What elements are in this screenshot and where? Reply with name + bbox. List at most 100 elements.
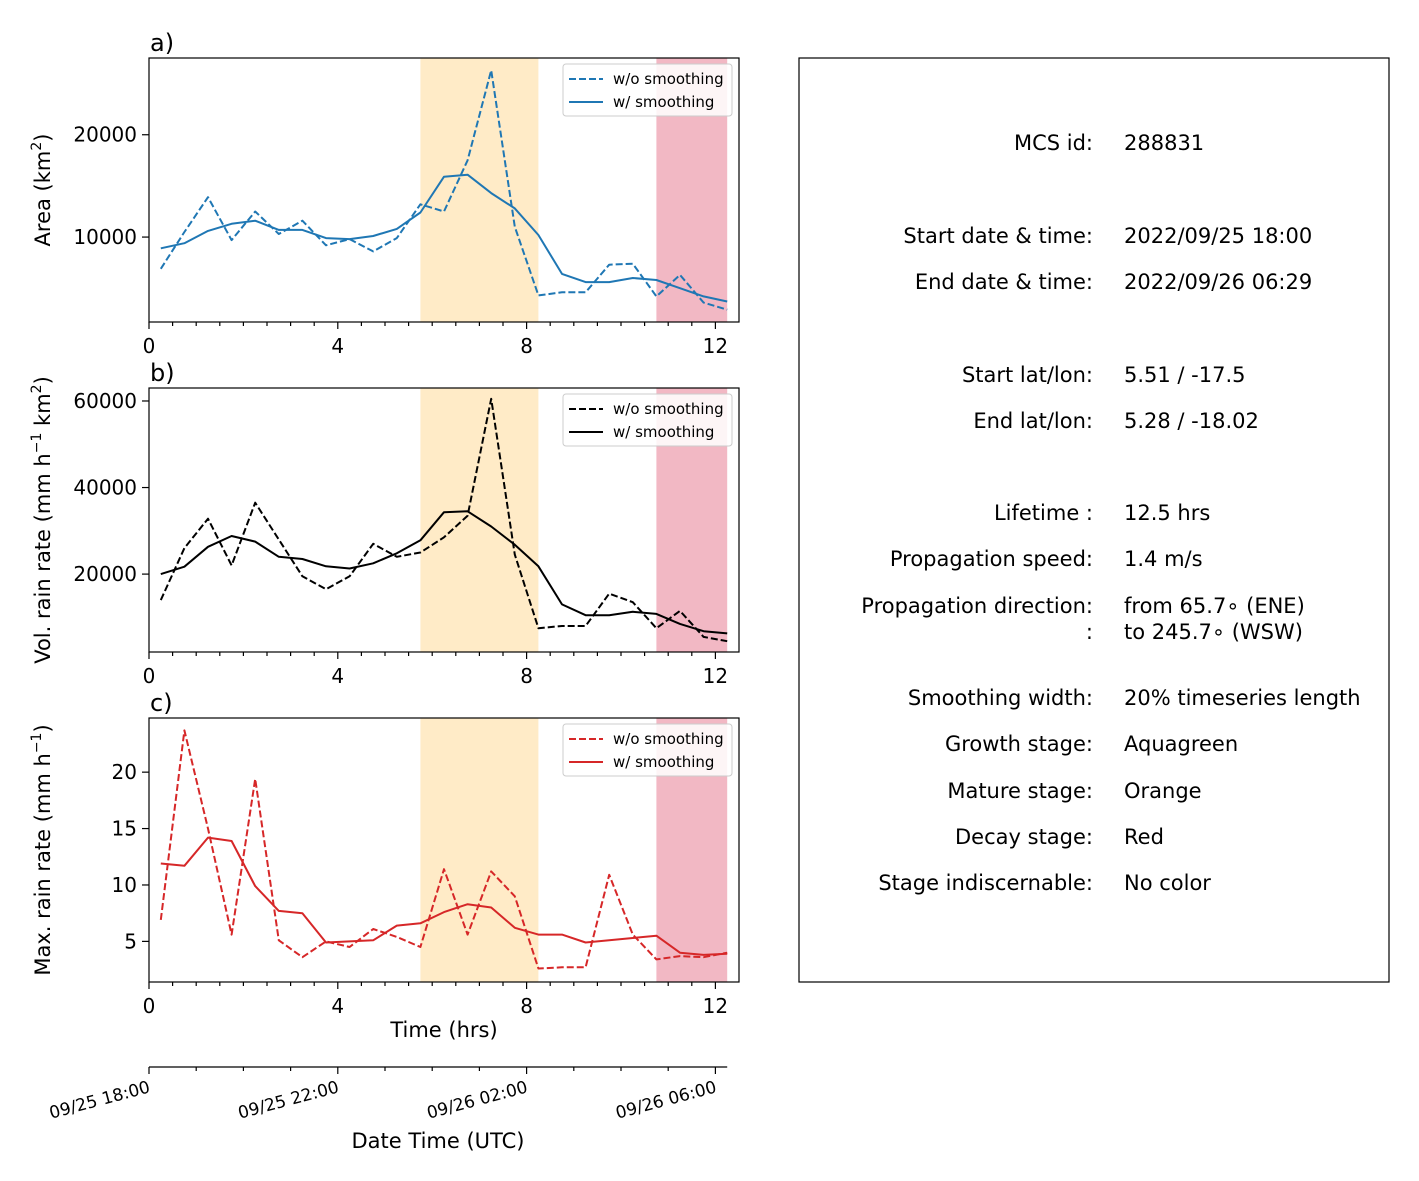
legend-box [562,393,733,447]
legend-entry: w/o smoothing [613,400,724,418]
legend-entry: w/ smoothing [613,753,714,771]
y-tick-label: 20000 [73,562,137,586]
info-label: Mature stage: [947,779,1093,803]
y-axis-label-text: Vol. rain rate (mm h [31,453,55,664]
series-line-raw [159,69,728,311]
plot-frame [148,387,740,653]
info-value: 5.51 / -17.5 [1124,363,1246,387]
legend-box [562,63,733,117]
mature-stage-band [420,718,539,982]
info-value: 2022/09/26 06:29 [1124,270,1312,294]
y-axis-label: Max. rain rate (mm h−1) [29,724,55,975]
y-axis-label-text: ) [31,134,55,142]
info-panel: MCS id: 288831 Start date & time: 2022/09/2… [798,57,1390,983]
info-label: Propagation direction: [861,594,1093,618]
info-value: 2022/09/25 18:00 [1124,224,1312,248]
date-tick-label: 09/26 02:00 [425,1078,530,1124]
legend-entry: w/o smoothing [613,70,724,88]
info-label: Propagation speed: [890,547,1093,571]
y-axis-label-superscript: 2 [29,384,45,393]
legend-entry: w/ smoothing [613,423,714,441]
info-label: Lifetime : [994,501,1093,525]
info-label: Start lat/lon: [962,363,1093,387]
y-axis-label: Area (km2) [29,134,55,247]
info-label: End date & time: [915,270,1093,294]
y-tick-label: 20 [112,760,137,784]
x-tick-label: 0 [143,334,156,358]
series-line-smoothed [160,510,728,635]
info-value: 288831 [1124,131,1204,155]
legend: w/o smoothing w/ smoothing [562,63,733,117]
info-value: Red [1124,825,1164,849]
series-line-raw [159,729,728,970]
info-value: 20% timeseries length [1124,686,1361,710]
x-axis-label: Time (hrs) [389,1018,497,1042]
y-tick-label: 20000 [73,123,137,147]
panel-b: 0 4 8 12 20000 40000 60000 b) Vol. rain rate (mm… [29,359,740,688]
info-label: Start date & time: [903,224,1093,248]
y-axis-label-text: Area (km [31,151,55,247]
date-tick-label: 09/25 22:00 [236,1078,341,1124]
x-tick-label: 8 [520,334,533,358]
panel-label: c) [150,689,173,717]
legend-box [562,723,733,777]
y-tick-label: 40000 [73,476,137,500]
date-axis: 09/25 18:00 09/25 22:00 09/26 02:00 09/26 0… [47,1066,728,1153]
info-label: MCS id: [1014,131,1093,155]
x-tick-label: 8 [520,664,533,688]
panel-label: b) [150,359,175,387]
date-tick-label: 09/26 06:00 [614,1078,719,1124]
y-axis-label-superscript: 2 [29,142,45,151]
x-tick-label: 8 [520,994,533,1018]
legend-entry: w/o smoothing [613,730,724,748]
info-label: : [1086,620,1093,644]
series-line-raw [159,397,728,643]
plot-frame [148,717,740,983]
legend-entry: w/ smoothing [613,93,714,111]
y-axis-label-text: km [31,393,55,432]
y-tick-label: 60000 [73,389,137,413]
x-tick-label: 12 [703,334,728,358]
info-value: Aquagreen [1124,732,1238,756]
x-tick-label: 0 [143,664,156,688]
info-value: 12.5 hrs [1124,501,1210,525]
y-axis-label-superscript: −1 [29,433,45,454]
x-tick-label: 4 [331,334,344,358]
panel-c: 0 4 8 12 5 10 15 20 c) Max. rain rate (mm h−1) Tim… [29,689,740,1042]
info-label: Smoothing width: [908,686,1093,710]
series-line-smoothed [160,173,728,303]
y-tick-label: 5 [124,929,137,953]
date-tick-label: 09/25 18:00 [47,1078,152,1124]
info-value: from 65.7∘ (ENE) [1124,594,1305,618]
series-line-smoothed [160,836,728,956]
info-frame [798,57,1390,983]
date-axis-label: Date Time (UTC) [352,1129,525,1153]
y-tick-label: 15 [112,817,137,841]
info-label: Decay stage: [955,825,1093,849]
x-tick-label: 0 [143,994,156,1018]
x-tick-label: 4 [331,994,344,1018]
info-label: Stage indiscernable: [878,871,1093,895]
mature-stage-band [420,58,539,322]
plot-frame [148,57,740,323]
y-axis-label-text: Max. rain rate (mm h [31,753,55,976]
y-axis-label-text: ) [31,724,55,732]
y-axis-label-text: ) [31,376,55,384]
x-tick-label: 12 [703,994,728,1018]
info-value: to 245.7∘ (WSW) [1124,620,1303,644]
info-value: No color [1124,871,1211,895]
y-tick-label: 10 [112,873,137,897]
info-label: Growth stage: [945,732,1093,756]
info-label: End lat/lon: [973,409,1093,433]
info-value: 1.4 m/s [1124,547,1203,571]
y-tick-label: 10000 [73,225,137,249]
x-tick-label: 4 [331,664,344,688]
panel-a: 0 4 8 12 10000 20000 a) Area (km2) w/o smoothing… [29,29,740,358]
y-axis-label-superscript: −1 [29,733,45,754]
info-value: 5.28 / -18.02 [1124,409,1259,433]
legend: w/o smoothing w/ smoothing [562,393,733,447]
y-axis-label: Vol. rain rate (mm h−1 km2) [29,376,55,664]
legend: w/o smoothing w/ smoothing [562,723,733,777]
info-value: Orange [1124,779,1202,803]
panel-label: a) [150,29,174,57]
